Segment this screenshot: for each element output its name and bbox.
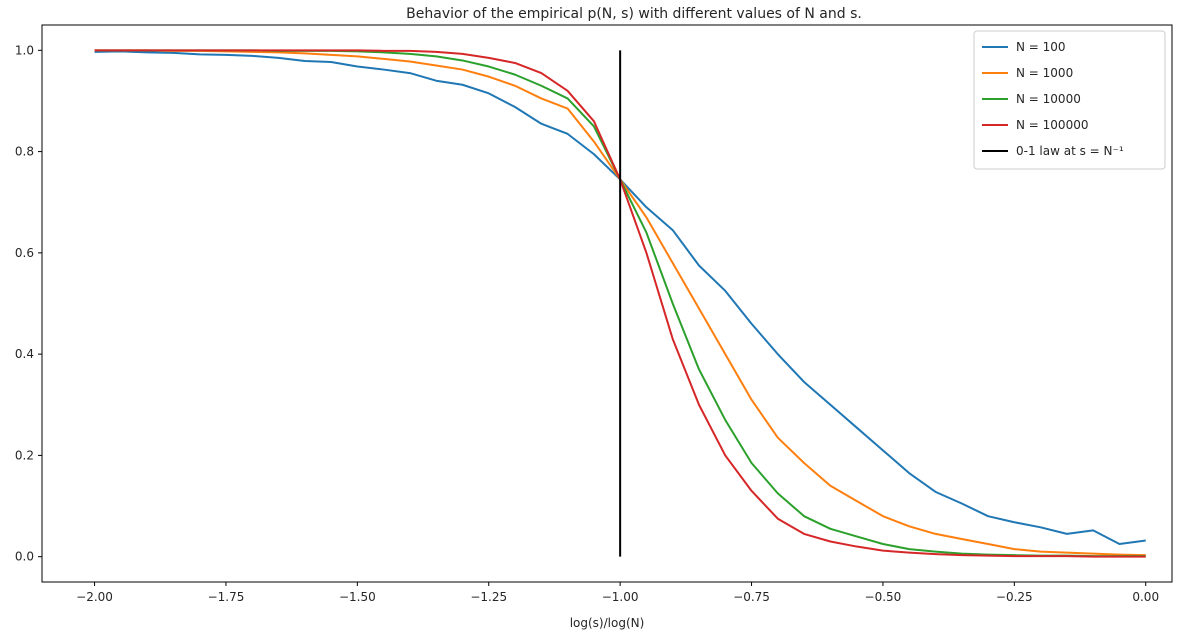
legend: N = 100 N = 1000 N = 10000 N = 100000 0-1 la… — [973, 30, 1166, 170]
y-tick-label: 0.4 — [15, 347, 34, 361]
legend-label: N = 10000 — [1016, 92, 1081, 106]
y-tick-label: 0.2 — [15, 448, 34, 462]
plot-frame — [41, 24, 1173, 583]
legend-box — [973, 30, 1166, 170]
x-tick-label: −1.25 — [470, 590, 507, 604]
chart-title: Behavior of the empirical p(N, s) with d… — [406, 6, 862, 22]
x-tick-label: −1.75 — [208, 590, 245, 604]
y-tick-label: 0.6 — [15, 246, 34, 260]
x-tick-label: −0.50 — [865, 590, 902, 604]
y-tick-label: 0.8 — [15, 145, 34, 159]
legend-label: N = 1000 — [1016, 66, 1073, 80]
legend-label: 0-1 law at s = N⁻¹ — [1016, 144, 1124, 158]
x-axis-title: log(s)/log(N) — [570, 616, 645, 630]
x-tick-label: −1.50 — [339, 590, 376, 604]
legend-label: N = 100 — [1016, 40, 1066, 54]
x-tick-label: 0.00 — [1132, 590, 1159, 604]
x-tick-label: −2.00 — [76, 590, 113, 604]
legend-label: N = 100000 — [1016, 118, 1088, 132]
x-tick-label: −1.00 — [602, 590, 639, 604]
y-axis: 0.0 0.2 0.4 0.6 0.8 1.0 — [15, 43, 42, 564]
plot-area — [94, 49, 1146, 558]
x-tick-label: −0.25 — [996, 590, 1033, 604]
x-tick-label: −0.75 — [733, 590, 770, 604]
x-axis: −2.00 −1.75 −1.50 −1.25 −1.00 −0.75 −0.50 −0.25… — [76, 582, 1159, 604]
y-tick-label: 0.0 — [15, 550, 34, 564]
y-tick-label: 1.0 — [15, 43, 34, 57]
